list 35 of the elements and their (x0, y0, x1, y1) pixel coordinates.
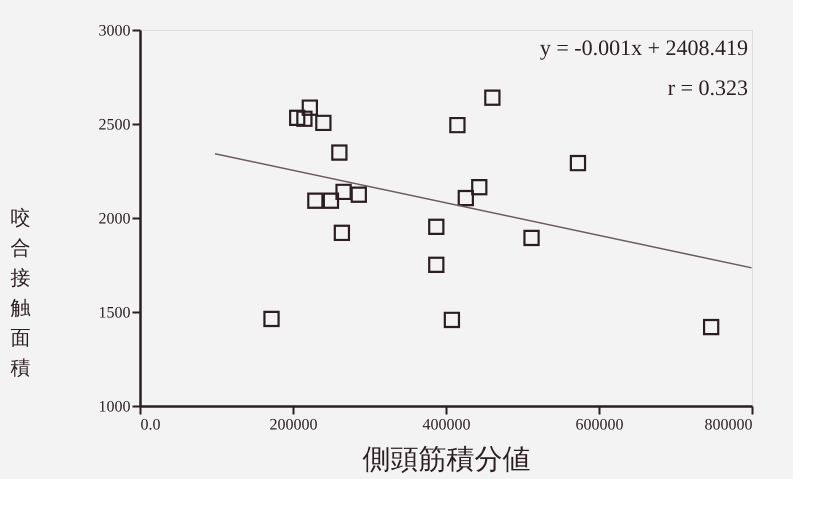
point (296, 110, 313, 127)
y-tick-label: 2000 (98, 210, 130, 228)
y-tick-label: 3000 (98, 22, 130, 40)
annotation: r = 0.323 (668, 75, 748, 100)
x-tick-label: 400000 (422, 416, 470, 434)
point (444, 312, 460, 328)
x-tick-label: 600000 (576, 416, 624, 434)
point (350, 186, 367, 203)
x-tick-label: 0.0 (140, 416, 160, 434)
point (523, 230, 540, 246)
point (307, 192, 324, 209)
y-tick-label: 1500 (98, 304, 130, 322)
annotation: y = -0.001x + 2408.419 (540, 35, 748, 60)
point (334, 224, 350, 242)
x-tick-label: 200000 (270, 416, 318, 434)
y-tick-label: 2500 (98, 116, 130, 134)
point (458, 190, 474, 206)
point (331, 144, 348, 161)
point (335, 184, 352, 200)
point (428, 218, 444, 236)
point (702, 318, 720, 336)
point (315, 114, 332, 132)
point (322, 192, 340, 209)
point (289, 110, 306, 126)
point (484, 90, 501, 106)
point (302, 99, 318, 116)
y-axis-title: 咬合接触面積 (10, 208, 30, 380)
point (428, 256, 444, 273)
x-axis-title: 側頭筋積分値 (362, 444, 530, 476)
point (449, 116, 466, 134)
x-tick-label: 800000 (704, 416, 752, 434)
point (570, 154, 586, 172)
y-tick-label: 1000 (98, 398, 130, 416)
point (471, 178, 488, 196)
point (263, 310, 280, 328)
